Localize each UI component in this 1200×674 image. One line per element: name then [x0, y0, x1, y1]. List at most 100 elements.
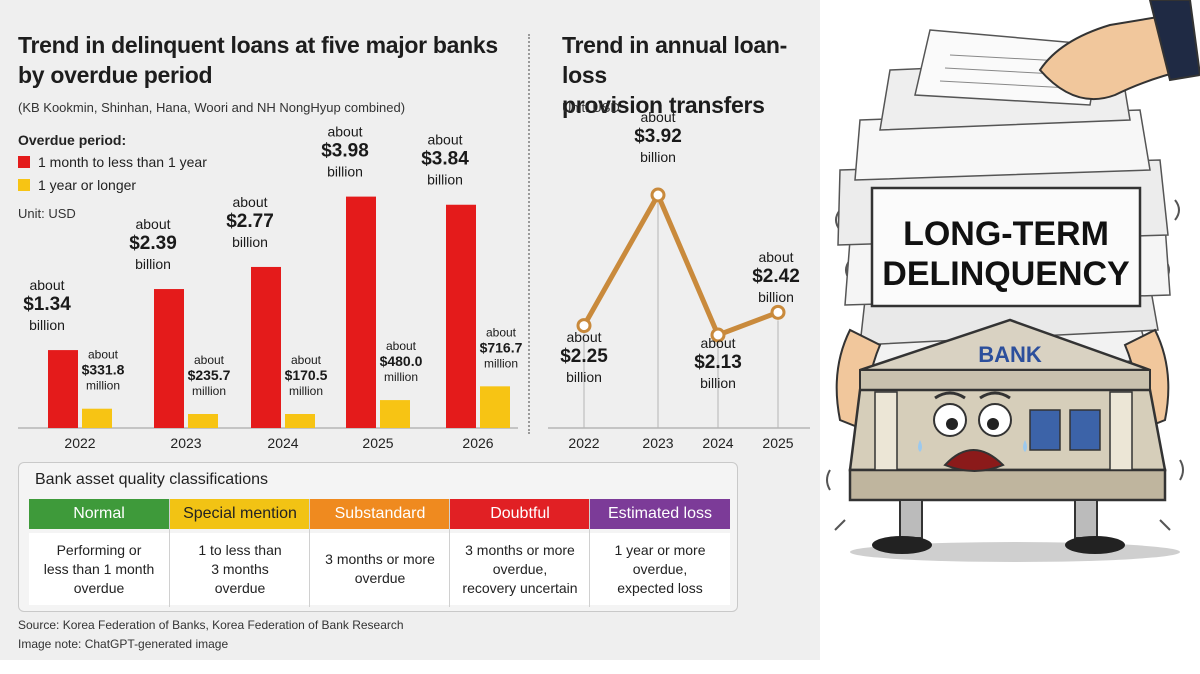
line-value-label-2: billion: [700, 375, 736, 391]
bar-long-term: [188, 414, 218, 428]
asset-class-estimated-loss: Estimated loss 1 year or more overdue, ex…: [589, 499, 730, 607]
asset-class-description: 3 months or more overdue, recovery uncer…: [450, 533, 590, 605]
asset-class-name: Estimated loss: [590, 499, 730, 529]
bar-label-long-term-2: million: [384, 370, 418, 384]
bar-label-long-term-1: $235.7: [188, 367, 231, 383]
bar-label-long-term-1: $716.7: [480, 339, 523, 355]
bar-long-term: [480, 386, 510, 428]
bar-label-long-term-0: about: [291, 353, 322, 367]
bar-label-short-term-1: $1.34: [23, 294, 71, 315]
bar-short-term: [251, 266, 281, 428]
bar-label-long-term-2: million: [289, 384, 323, 398]
bar-long-term: [285, 414, 315, 428]
bar-short-term: [48, 350, 78, 428]
legend-item-short-term: 1 month to less than 1 year: [18, 154, 207, 170]
line-chart: 2022 2023 2024 2025about$2.25billionabout$3…: [548, 109, 810, 451]
bar-label-short-term-1: $2.77: [226, 211, 274, 232]
asset-class-name: Special mention: [170, 499, 310, 529]
line-point: [650, 187, 666, 203]
asset-class-name: Normal: [29, 499, 169, 529]
bar-label-long-term-2: million: [192, 384, 226, 398]
sign-line-1: LONG-TERM: [903, 215, 1109, 253]
line-point: [710, 327, 726, 343]
bar-label-short-term-0: about: [232, 194, 267, 210]
bar-label-long-term-0: about: [194, 353, 225, 367]
sign-board: [870, 186, 1142, 308]
legend-swatch-red: [18, 156, 30, 168]
x-tick-label: 2026: [462, 435, 493, 451]
asset-class-name: Substandard: [310, 499, 450, 529]
bar-label-long-term-0: about: [88, 348, 119, 362]
line-value-label-0: about: [758, 249, 793, 265]
line-value-label-1: $3.92: [634, 126, 682, 147]
asset-class-substandard: Substandard 3 months or more overdue: [309, 499, 450, 607]
hand-icon: [1038, 0, 1200, 101]
bar-short-term: [154, 289, 184, 428]
asset-class-description: 3 months or more overdue: [310, 533, 450, 605]
bar-label-long-term-2: million: [484, 356, 518, 370]
x-tick-label: 2025: [362, 435, 393, 451]
bar-short-term: [446, 204, 476, 428]
bank-label: BANK: [978, 342, 1042, 367]
bar-label-short-term-2: billion: [232, 234, 268, 250]
line-chart-title: Trend in annual loan-loss provision tran…: [562, 32, 787, 118]
bar-label-long-term-1: $480.0: [380, 353, 423, 369]
x-tick-label: 2024: [267, 435, 298, 451]
line-value-label-0: about: [566, 329, 601, 345]
bar-label-short-term-1: $3.84: [421, 149, 469, 170]
bar-label-short-term-2: billion: [427, 172, 463, 188]
legs: [872, 499, 1125, 554]
bar-label-long-term-0: about: [386, 339, 417, 353]
x-tick-label: 2022: [568, 435, 599, 451]
x-tick-label: 2023: [642, 435, 673, 451]
bar-label-short-term-0: about: [327, 124, 362, 140]
line-chart-unit: Unit: USD: [562, 100, 620, 115]
line-value-label-0: about: [640, 109, 675, 125]
bar-chart-subtitle: (KB Kookmin, Shinhan, Hana, Woori and NH…: [18, 100, 406, 115]
source-note: Source: Korea Federation of Banks, Korea…: [18, 618, 404, 632]
bar-label-short-term-2: billion: [29, 317, 65, 333]
bar-label-long-term-1: $170.5: [285, 367, 328, 383]
bar-label-long-term-1: $331.8: [82, 362, 125, 378]
bar-label-short-term-0: about: [427, 132, 462, 148]
legend-label: 1 year or longer: [38, 177, 137, 193]
line-series: [581, 192, 779, 338]
line-point: [770, 304, 786, 320]
line-value-label-2: billion: [640, 149, 676, 165]
legend-title: Overdue period:: [18, 132, 127, 148]
bar-chart-title: Trend in delinquent loans at five major …: [18, 32, 498, 88]
bar-short-term: [346, 196, 376, 428]
x-tick-label: 2024: [702, 435, 733, 451]
bar-label-short-term-0: about: [135, 216, 170, 232]
asset-quality-title: Bank asset quality classifications: [35, 471, 268, 488]
asset-class-description: Performing or less than 1 month overdue: [29, 533, 169, 605]
bar-label-short-term-2: billion: [327, 164, 363, 180]
bar-label-long-term-0: about: [486, 325, 517, 339]
chart-divider: [528, 34, 530, 434]
line-value-label-2: billion: [758, 289, 794, 305]
bar-label-short-term-0: about: [29, 277, 64, 293]
worried-face-icon: [918, 391, 1027, 472]
bar-long-term: [82, 408, 112, 428]
x-tick-label: 2022: [64, 435, 95, 451]
asset-class-normal: Normal Performing or less than 1 month ov…: [29, 499, 169, 607]
line-value-label-2: billion: [566, 369, 602, 385]
bar-long-term: [380, 400, 410, 428]
asset-quality-box: Bank asset quality classifications Norma…: [18, 462, 738, 612]
legend-label: 1 month to less than 1 year: [38, 154, 207, 170]
legend-item-long-term: 1 year or longer: [18, 177, 136, 193]
image-note: Image note: ChatGPT-generated image: [18, 637, 229, 651]
line-value-label-1: $2.42: [752, 266, 800, 287]
line-value-label-1: $2.13: [694, 352, 742, 373]
asset-class-description: 1 to less than 3 months overdue: [170, 533, 310, 605]
line-value-label-0: about: [700, 335, 735, 351]
bar-label-short-term-2: billion: [135, 256, 171, 272]
asset-class-doubtful: Doubtful 3 months or more overdue, recove…: [449, 499, 590, 607]
sign-line-2: DELINQUENCY: [882, 255, 1130, 293]
x-tick-label: 2025: [762, 435, 793, 451]
line-point: [576, 318, 592, 334]
line-value-label-1: $2.25: [560, 346, 608, 367]
asset-class-name: Doubtful: [450, 499, 590, 529]
bar-label-long-term-2: million: [86, 379, 120, 393]
